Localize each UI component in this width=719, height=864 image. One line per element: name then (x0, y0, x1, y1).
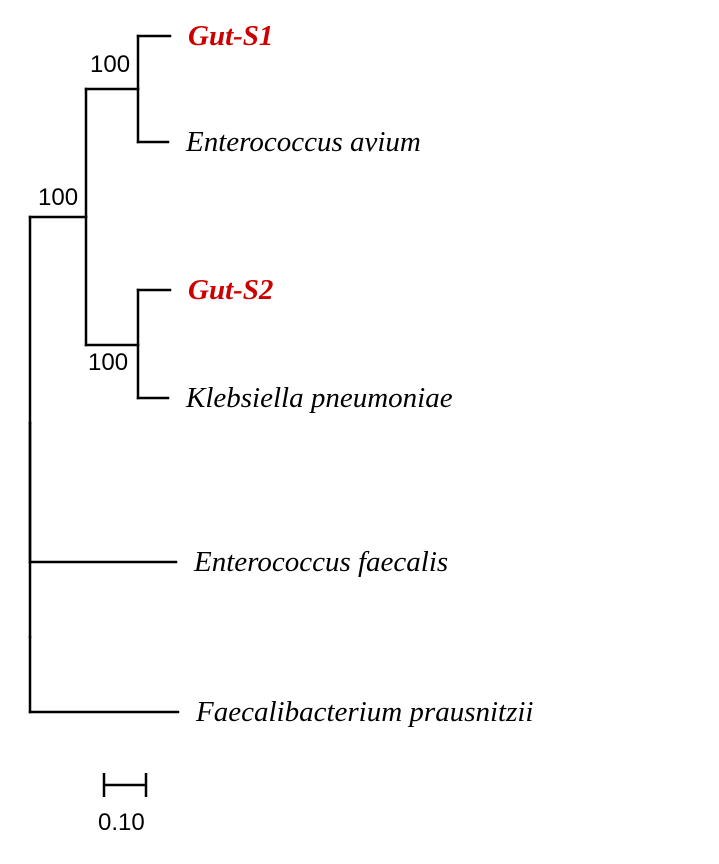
bootstrap-value: 100 (38, 184, 78, 211)
taxon-label: Klebsiella pneumoniae (185, 382, 453, 414)
taxon-label: Enterococcus faecalis (193, 546, 448, 578)
taxon-label: Faecalibacterium prausnitzii (195, 696, 534, 728)
scale-bar-label: 0.10 (98, 809, 145, 836)
phylogenetic-tree: Gut-S1 Enterococcus avium Gut-S2 Klebsiella… (0, 0, 719, 864)
bootstrap-value: 100 (88, 349, 128, 376)
bootstrap-value: 100 (90, 51, 130, 78)
taxon-label: Enterococcus avium (185, 126, 421, 158)
taxon-label: Gut-S2 (188, 274, 273, 306)
taxon-label: Gut-S1 (188, 20, 273, 52)
